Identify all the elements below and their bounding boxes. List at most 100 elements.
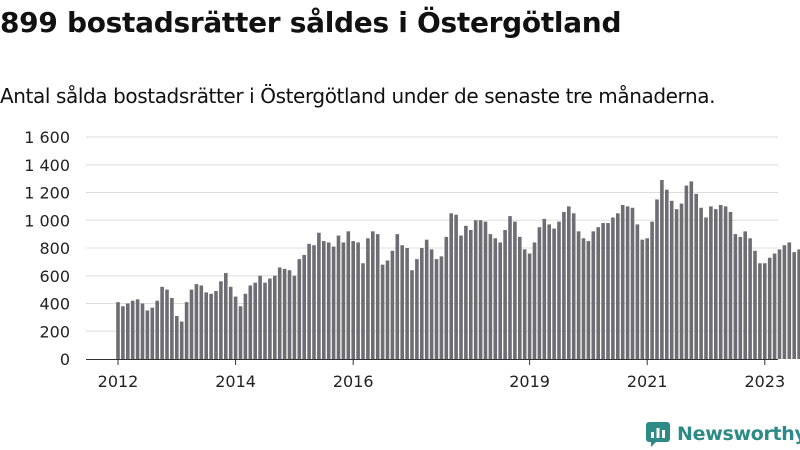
bar <box>356 242 360 359</box>
chart-subtitle: Antal sålda bostadsrätter i Östergötland… <box>0 84 716 108</box>
bar <box>478 220 483 359</box>
bar-chart-flag-icon <box>646 422 670 447</box>
bar <box>297 259 302 359</box>
bar <box>292 275 297 359</box>
bar <box>258 275 262 359</box>
bar <box>581 238 586 359</box>
bar <box>723 206 728 359</box>
bar <box>179 321 184 359</box>
bar <box>184 302 189 359</box>
bar <box>518 236 522 359</box>
bar <box>385 260 390 359</box>
bar <box>709 206 713 359</box>
y-tick-label: 1 600 <box>24 128 70 147</box>
y-tick-label: 1 200 <box>24 184 70 203</box>
bar <box>351 241 355 359</box>
bar <box>263 282 267 359</box>
bar <box>738 236 743 359</box>
bar <box>758 263 762 359</box>
bar <box>346 231 351 359</box>
bar <box>204 292 208 359</box>
bar <box>415 259 419 359</box>
bar <box>434 259 439 359</box>
x-tick-label: 2014 <box>215 372 256 391</box>
bar <box>684 185 689 359</box>
bar <box>405 248 409 359</box>
bar <box>336 235 341 359</box>
bar <box>287 270 292 359</box>
y-tick-label: 0 <box>60 350 70 369</box>
bar <box>620 204 625 359</box>
bar <box>694 193 698 359</box>
bar <box>317 232 321 359</box>
x-tick-label: 2019 <box>509 372 550 391</box>
bar <box>669 200 674 359</box>
bar <box>552 228 556 359</box>
bar <box>625 206 630 359</box>
bar <box>508 216 512 359</box>
bar <box>375 234 380 359</box>
bar <box>743 231 747 359</box>
bar <box>640 239 645 359</box>
bar <box>665 189 669 359</box>
bar <box>395 234 400 359</box>
bar <box>611 217 615 359</box>
bar <box>361 263 365 359</box>
x-tick-label: 2023 <box>744 372 785 391</box>
bar <box>763 263 767 359</box>
y-tick-label: 200 <box>39 322 70 341</box>
bar <box>160 286 164 359</box>
x-tick-label: 2016 <box>333 372 374 391</box>
bar <box>513 221 517 359</box>
bar <box>439 256 444 359</box>
bar <box>130 300 135 359</box>
bar <box>699 207 703 359</box>
bar <box>116 302 120 359</box>
bar <box>733 234 738 359</box>
bar <box>728 211 733 359</box>
bar <box>170 297 174 359</box>
bar <box>777 249 782 359</box>
bar <box>601 223 605 359</box>
bar <box>596 227 600 359</box>
y-tick-label: 400 <box>39 295 70 314</box>
bar <box>787 242 792 359</box>
bar <box>557 221 561 359</box>
bar <box>331 246 336 359</box>
bar <box>214 291 218 359</box>
bar <box>606 223 610 359</box>
bar <box>689 181 694 359</box>
bar <box>165 289 169 359</box>
bar <box>591 231 596 359</box>
bar <box>277 267 282 359</box>
bar <box>635 224 640 359</box>
bar <box>498 242 502 359</box>
bar <box>155 300 159 359</box>
bar <box>194 284 199 359</box>
bar <box>542 218 547 359</box>
bar <box>302 254 306 359</box>
bar <box>469 229 473 359</box>
bar <box>341 242 346 359</box>
bar <box>366 238 370 359</box>
bar <box>748 238 752 359</box>
bar <box>655 199 659 359</box>
brand-logo[interactable]: Newsworthy <box>645 421 800 447</box>
bar <box>650 221 654 359</box>
bar <box>537 227 542 359</box>
bar <box>189 289 194 359</box>
bar <box>527 253 532 359</box>
bar <box>228 286 233 359</box>
bar <box>282 268 287 359</box>
bar <box>782 245 787 359</box>
bar <box>424 239 429 359</box>
bar <box>464 225 468 359</box>
bar <box>679 203 684 359</box>
bar <box>444 236 449 359</box>
x-tick-label: 2012 <box>98 372 139 391</box>
brand-name: Newsworthy <box>677 423 800 445</box>
bar <box>371 231 375 359</box>
bar <box>243 293 248 359</box>
bar <box>429 249 434 359</box>
bar <box>493 238 498 359</box>
